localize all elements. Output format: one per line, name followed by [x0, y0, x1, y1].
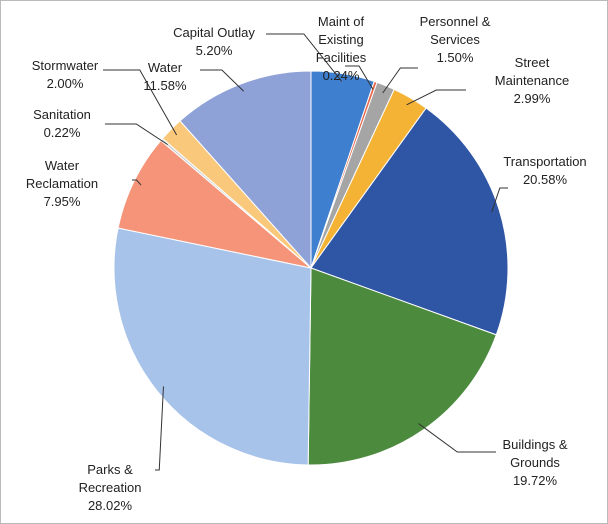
category-name: Capital Outlay: [173, 25, 255, 40]
category-name: Maint of Existing Facilities: [315, 14, 367, 65]
pie-slice: [179, 70, 312, 270]
value-label: 7.95%: [43, 194, 81, 209]
category-name: Buildings & Grounds: [502, 437, 568, 470]
slice-label: Street Maintenance 2.99%: [482, 54, 582, 108]
category-name: Personnel & Services: [419, 14, 491, 47]
value-label: 19.72%: [512, 473, 558, 488]
category-name: Street Maintenance: [494, 55, 570, 88]
value-label: 11.58%: [143, 78, 187, 93]
leader-line: [132, 179, 142, 186]
category-name: Water Reclamation: [25, 158, 99, 191]
slice-label: Maint of Existing Facilities 0.24%: [304, 13, 379, 85]
leader-line: [418, 423, 496, 453]
slice-label: Personnel & Services 1.50%: [405, 13, 505, 67]
slice-label: Parks & Recreation 28.02%: [60, 461, 160, 515]
leader-line: [406, 89, 466, 106]
category-name: Water: [147, 60, 183, 75]
category-name: Parks & Recreation: [78, 462, 142, 495]
category-name: Sanitation: [33, 107, 91, 122]
pie-slice: [307, 267, 497, 466]
pie-slice: [117, 139, 312, 269]
slice-label: Water Reclamation 7.95%: [12, 157, 112, 211]
value-label: 0.22%: [43, 125, 81, 140]
category-name: Transportation: [503, 154, 587, 169]
value-label: 5.20%: [195, 43, 233, 58]
leader-line: [155, 386, 164, 471]
slice-label: Buildings & Grounds 19.72%: [485, 436, 585, 490]
leader-line: [491, 187, 508, 213]
slice-label: Stormwater 2.00%: [15, 57, 115, 93]
slice-label: Water 11.58%: [115, 59, 215, 95]
slice-label: Capital Outlay 5.20%: [149, 24, 279, 60]
pie-slice: [113, 227, 312, 466]
category-name: Stormwater: [31, 58, 99, 73]
value-label: 2.99%: [513, 91, 551, 106]
leader-line: [382, 67, 418, 94]
value-label: 0.24%: [322, 68, 360, 83]
leader-line: [266, 33, 343, 82]
leader-line: [103, 69, 178, 136]
leader-line: [345, 65, 374, 90]
slice-label: Sanitation 0.22%: [12, 106, 112, 142]
value-label: 20.58%: [522, 172, 568, 187]
value-label: 28.02%: [87, 498, 133, 513]
pie-slice: [310, 107, 509, 336]
leader-line: [105, 123, 168, 146]
slice-label: Transportation 20.58%: [485, 153, 605, 189]
leader-line: [200, 69, 245, 92]
value-label: 2.00%: [46, 76, 84, 91]
value-label: 1.50%: [436, 50, 474, 65]
